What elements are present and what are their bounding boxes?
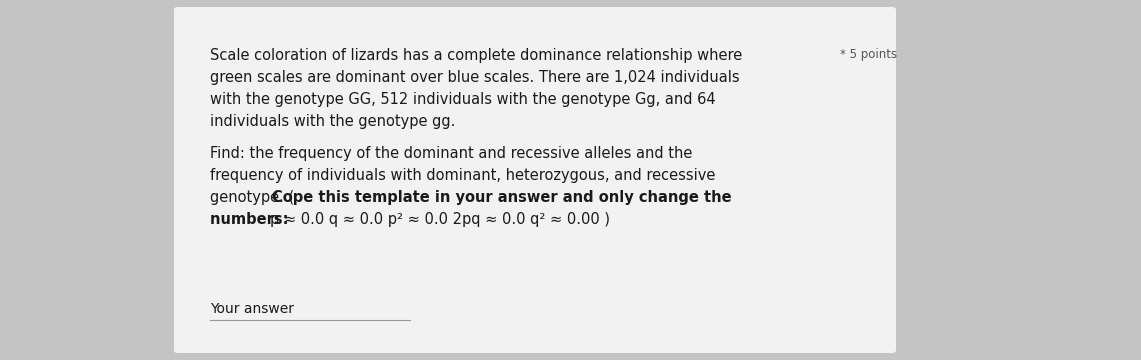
Text: Cope this template in your answer and only change the: Cope this template in your answer and on… bbox=[272, 190, 731, 205]
Text: Find: the frequency of the dominant and recessive alleles and the: Find: the frequency of the dominant and … bbox=[210, 146, 693, 161]
Text: with the genotype GG, 512 individuals with the genotype Gg, and 64: with the genotype GG, 512 individuals wi… bbox=[210, 92, 715, 107]
Text: numbers:: numbers: bbox=[210, 212, 293, 227]
Text: Scale coloration of lizards has a complete dominance relationship where: Scale coloration of lizards has a comple… bbox=[210, 48, 743, 63]
Text: green scales are dominant over blue scales. There are 1,024 individuals: green scales are dominant over blue scal… bbox=[210, 70, 739, 85]
FancyBboxPatch shape bbox=[173, 7, 896, 353]
Text: Your answer: Your answer bbox=[210, 302, 294, 316]
Text: * 5 points: * 5 points bbox=[840, 48, 897, 61]
Text: p ≈ 0.0 q ≈ 0.0 p² ≈ 0.0 2pq ≈ 0.0 q² ≈ 0.00 ): p ≈ 0.0 q ≈ 0.0 p² ≈ 0.0 2pq ≈ 0.0 q² ≈ … bbox=[270, 212, 610, 227]
Text: genotype. (: genotype. ( bbox=[210, 190, 294, 205]
Text: frequency of individuals with dominant, heterozygous, and recessive: frequency of individuals with dominant, … bbox=[210, 168, 715, 183]
Text: individuals with the genotype gg.: individuals with the genotype gg. bbox=[210, 114, 455, 129]
